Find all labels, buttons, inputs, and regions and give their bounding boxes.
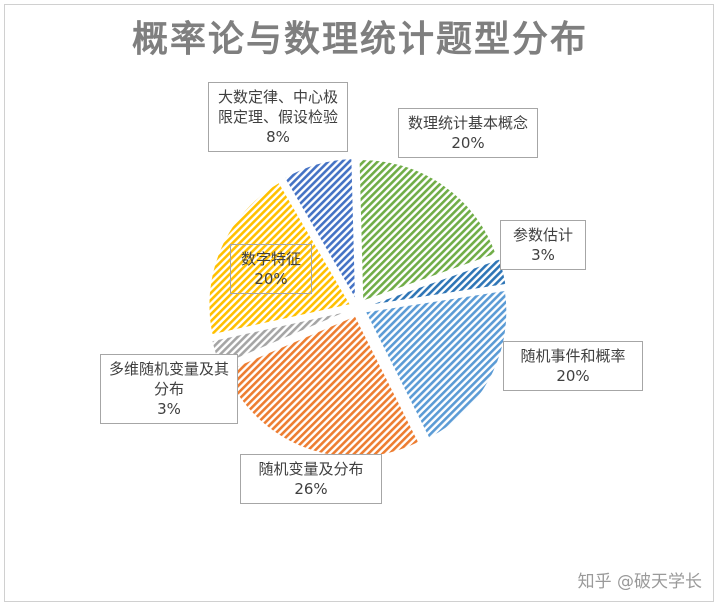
data-label-stats-basics: 数理统计基本概念 20%	[398, 108, 538, 158]
slice-limit-theorems	[283, 157, 357, 301]
slice-label: 多维随机变量及其分布	[108, 360, 229, 398]
slice-label: 数字特征	[240, 250, 301, 268]
data-label-random-variables: 随机变量及分布 26%	[240, 454, 382, 504]
watermark: 知乎 @破天学长	[577, 572, 702, 592]
slice-percent: 20%	[254, 270, 288, 288]
slice-random-events	[363, 289, 508, 440]
chart-frame	[4, 4, 714, 602]
slice-percent: 20%	[556, 367, 590, 385]
slice-percent: 8%	[266, 128, 290, 146]
data-label-numerical-characteristics: 数字特征 20%	[230, 244, 312, 294]
data-label-random-events: 随机事件和概率 20%	[503, 341, 643, 391]
chart-title: 概率论与数理统计题型分布	[131, 18, 588, 60]
slice-percent: 20%	[451, 134, 485, 152]
slice-label: 数理统计基本概念	[407, 114, 528, 132]
data-label-limit-theorems: 大数定律、中心极限定理、假设检验 8%	[208, 82, 348, 152]
slice-label: 随机变量及分布	[258, 460, 364, 478]
slice-label: 大数定律、中心极限定理、假设检验	[217, 88, 338, 126]
slice-parameter-estimation	[365, 257, 507, 307]
slice-percent: 26%	[294, 480, 328, 498]
slice-label: 随机事件和概率	[520, 347, 626, 365]
slice-percent: 3%	[157, 400, 181, 418]
slice-percent: 3%	[531, 246, 555, 264]
slice-numerical-characteristics	[207, 181, 352, 336]
data-label-parameter-estimation: 参数估计 3%	[500, 220, 586, 270]
data-label-multivariate: 多维随机变量及其分布 3%	[100, 354, 238, 424]
slice-stats-basics	[358, 158, 498, 303]
slice-label: 参数估计	[512, 226, 573, 244]
